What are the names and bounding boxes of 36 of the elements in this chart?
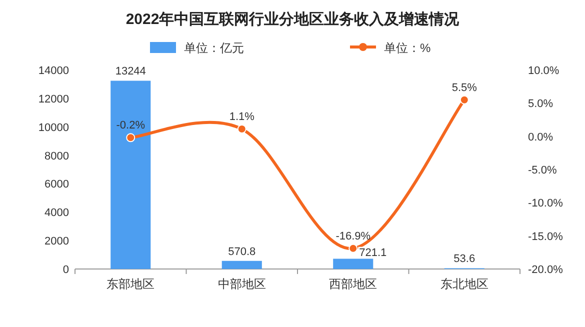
x-tick-label: 中部地区 [218, 277, 266, 291]
y-tick-label: 6000 [44, 178, 69, 191]
y2-tick-label: 0.0% [528, 131, 554, 144]
bar [333, 258, 374, 269]
legend-label: 单位：亿元 [184, 41, 244, 55]
data-label: -0.2% [116, 120, 146, 132]
y2-tick-label: 10.0% [528, 65, 560, 77]
y2-tick-label: -15.0% [528, 230, 564, 243]
point [348, 244, 358, 253]
y-tick-label: 2000 [44, 236, 69, 248]
y-tick-label: 0 [62, 264, 69, 276]
bar [110, 80, 151, 269]
y2-tick-label: 5.0% [528, 98, 554, 110]
data-label: 721.1 [359, 246, 387, 259]
y-tick-label: 14000 [38, 65, 69, 77]
y-tick-label: 4000 [44, 207, 69, 220]
data-label: -16.9% [336, 230, 371, 242]
x-tick-label: 东部地区 [106, 277, 155, 291]
data-label: 5.5% [452, 82, 478, 94]
y2-tick-label: -10.0% [528, 198, 564, 210]
x-tick-label: 西部地区 [329, 277, 378, 291]
y-tick-label: 10000 [38, 122, 69, 134]
y-tick-label: 8000 [44, 150, 69, 162]
bar [222, 260, 262, 269]
data-label: 53.6 [454, 253, 476, 266]
y2-tick-label: -5.0% [528, 164, 557, 176]
point [460, 95, 469, 104]
data-label: 570.8 [228, 246, 256, 258]
y2-tick-label: -20.0% [528, 264, 564, 276]
point [126, 133, 136, 142]
y-tick-label: 12000 [38, 93, 69, 106]
legend-label: 单位：% [384, 41, 431, 55]
data-label: 1.1% [229, 111, 255, 124]
chart-title: 2022年中国互联网行业分地区业务收入及增速情况 [126, 11, 460, 28]
data-label: 13244 [115, 66, 146, 78]
x-tick-label: 东北地区 [440, 277, 488, 291]
